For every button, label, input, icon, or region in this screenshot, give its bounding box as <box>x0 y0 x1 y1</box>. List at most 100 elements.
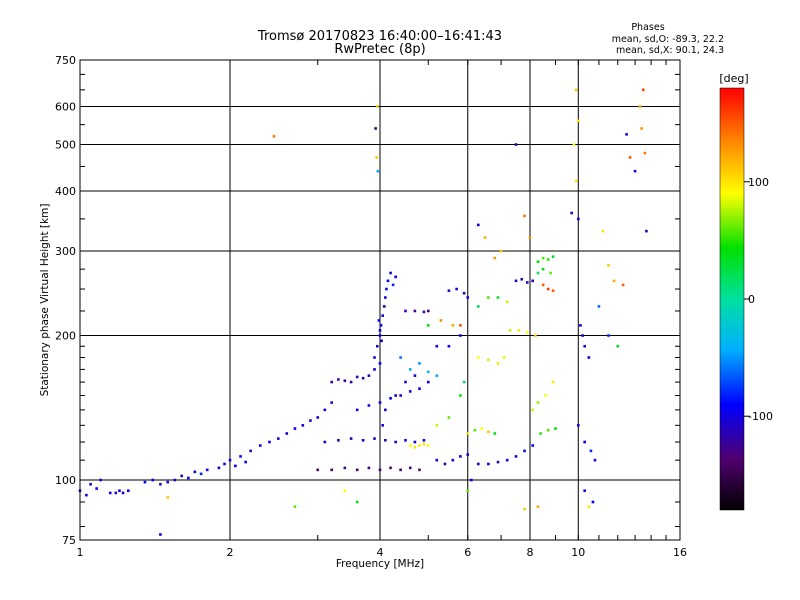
y-tick-label: 75 <box>62 534 76 547</box>
data-point <box>576 217 580 221</box>
data-point <box>593 458 597 462</box>
data-point <box>422 438 426 442</box>
colorbar-tick-label: 0 <box>748 293 755 306</box>
data-point <box>451 324 455 327</box>
data-point <box>375 105 379 108</box>
data-point <box>523 449 526 453</box>
data-point <box>422 442 426 446</box>
data-point <box>330 380 334 384</box>
data-point <box>523 214 526 218</box>
data-point <box>483 236 487 239</box>
data-point <box>378 329 382 332</box>
data-point <box>316 468 320 472</box>
data-point <box>435 458 439 462</box>
data-point <box>379 324 383 327</box>
data-point <box>514 143 518 146</box>
data-point <box>118 489 121 493</box>
y-tick-label: 500 <box>55 139 76 152</box>
data-point <box>316 416 320 419</box>
data-point <box>499 249 503 253</box>
data-point <box>539 432 542 435</box>
data-point <box>418 468 421 472</box>
y-tick-label: 600 <box>55 101 76 114</box>
x-tick-label: 6 <box>464 546 471 559</box>
data-point <box>114 491 118 495</box>
data-point <box>638 105 642 108</box>
data-point <box>408 390 412 393</box>
data-point <box>349 380 353 384</box>
data-point <box>378 334 382 337</box>
data-point <box>418 444 421 447</box>
y-tick-label: 400 <box>55 185 76 198</box>
data-point <box>193 470 197 474</box>
data-point <box>349 437 353 440</box>
data-point <box>487 358 490 362</box>
y-axis-ticks: 75 100 200 300 400 500 600 750 <box>55 54 680 547</box>
data-point <box>394 394 397 397</box>
data-point <box>645 229 648 233</box>
data-point <box>528 236 532 239</box>
data-point <box>258 444 262 447</box>
data-point <box>607 334 610 337</box>
data-point <box>541 256 545 260</box>
data-point <box>426 370 430 374</box>
data-point <box>487 430 490 434</box>
data-point <box>126 489 130 493</box>
data-point <box>389 397 392 400</box>
colorbar-label: [deg] <box>719 72 748 85</box>
data-point <box>487 462 490 466</box>
chart-title: Tromsø 20170823 16:40:00–16:41:43 <box>257 29 502 44</box>
data-point <box>367 404 371 407</box>
data-point <box>551 380 555 384</box>
stats-header: Phases <box>631 22 664 33</box>
data-point <box>385 287 388 291</box>
data-point <box>426 309 430 313</box>
data-point <box>523 507 526 511</box>
data-point <box>601 229 605 233</box>
data-point <box>199 472 203 476</box>
data-point <box>546 428 550 432</box>
data-point <box>378 468 382 472</box>
data-point <box>159 533 162 536</box>
data-point <box>435 374 439 377</box>
data-point <box>418 387 421 390</box>
x-tick-label: 2 <box>227 546 234 559</box>
data-point <box>451 458 455 462</box>
data-point <box>480 427 484 430</box>
data-point <box>378 401 382 404</box>
data-point <box>505 458 509 462</box>
data-point <box>187 476 190 480</box>
data-point <box>384 296 387 299</box>
data-point <box>422 310 426 314</box>
data-point <box>496 362 500 365</box>
data-point <box>301 424 305 427</box>
data-point <box>487 296 490 299</box>
data-point <box>541 267 545 271</box>
data-point <box>374 127 377 130</box>
data-point <box>536 505 540 508</box>
data-point <box>180 474 184 478</box>
data-point <box>426 444 430 447</box>
data-point <box>591 500 595 504</box>
data-point <box>323 440 327 444</box>
data-point <box>249 449 252 453</box>
y-tick-label: 300 <box>55 245 76 258</box>
data-point <box>581 334 584 337</box>
data-point <box>508 329 512 332</box>
data-point <box>641 88 645 92</box>
data-point <box>377 319 381 322</box>
data-point <box>643 151 647 155</box>
data-point <box>337 438 340 442</box>
data-point <box>493 256 497 260</box>
data-point <box>159 482 162 486</box>
data-point <box>361 438 365 442</box>
grid-lines <box>80 60 680 540</box>
data-points <box>78 88 648 536</box>
data-point <box>173 478 177 482</box>
x-tick-label: 16 <box>673 546 687 559</box>
data-point <box>355 375 359 379</box>
data-point <box>496 460 500 464</box>
data-point <box>367 374 371 377</box>
data-point <box>505 300 509 304</box>
data-point <box>108 491 112 495</box>
